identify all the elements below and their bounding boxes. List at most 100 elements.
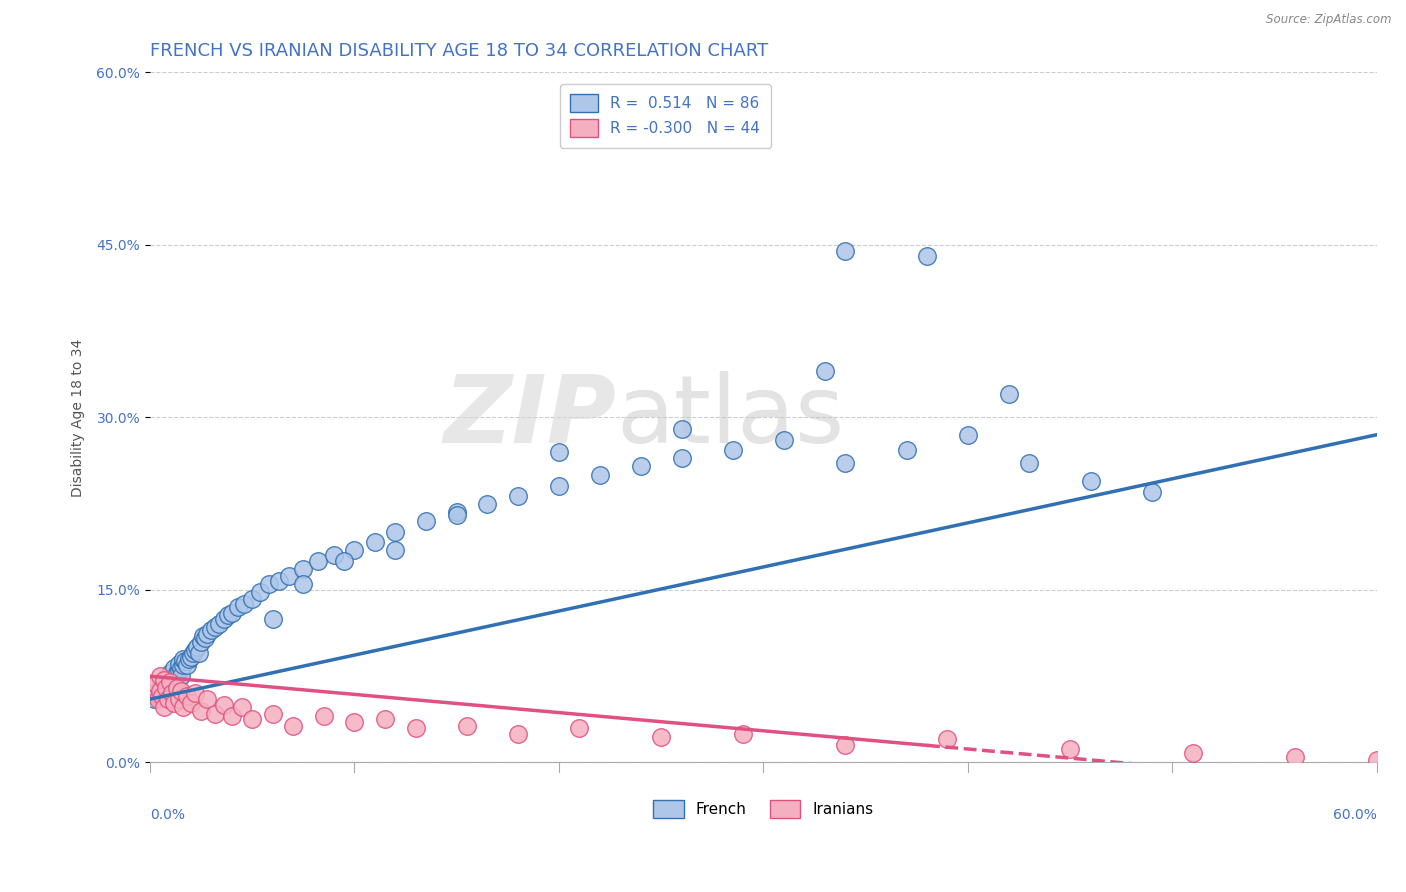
Point	[146, 692, 169, 706]
Point	[153, 674, 176, 689]
Text: 0.0%: 0.0%	[150, 808, 186, 822]
Point	[181, 646, 204, 660]
Point	[773, 434, 796, 448]
Point	[384, 525, 406, 540]
Point	[262, 707, 284, 722]
Point	[221, 709, 243, 723]
Point	[159, 674, 181, 689]
Point	[163, 696, 186, 710]
Point	[172, 657, 194, 672]
Point	[323, 549, 346, 563]
Point	[1018, 457, 1040, 471]
Point	[157, 683, 180, 698]
Point	[896, 442, 918, 457]
Point	[162, 686, 184, 700]
Point	[231, 700, 253, 714]
Point	[143, 692, 166, 706]
Point	[150, 689, 173, 703]
Point	[405, 721, 427, 735]
Point	[149, 684, 172, 698]
Point	[671, 422, 693, 436]
Point	[155, 673, 177, 687]
Point	[180, 649, 202, 664]
Point	[226, 600, 249, 615]
Point	[1140, 485, 1163, 500]
Point	[267, 574, 290, 588]
Point	[477, 497, 499, 511]
Point	[834, 244, 856, 258]
Point	[191, 629, 214, 643]
Point	[163, 669, 186, 683]
Point	[184, 686, 207, 700]
Point	[195, 626, 218, 640]
Point	[145, 677, 167, 691]
Point	[169, 669, 191, 683]
Point	[384, 542, 406, 557]
Point	[188, 646, 211, 660]
Point	[221, 606, 243, 620]
Point	[364, 534, 387, 549]
Point	[548, 479, 571, 493]
Point	[998, 387, 1021, 401]
Point	[143, 686, 166, 700]
Point	[172, 652, 194, 666]
Point	[159, 665, 181, 680]
Point	[149, 669, 172, 683]
Point	[176, 657, 198, 672]
Point	[169, 684, 191, 698]
Point	[146, 689, 169, 703]
Point	[167, 692, 190, 706]
Point	[956, 427, 979, 442]
Point	[506, 489, 529, 503]
Point	[155, 681, 177, 695]
Point	[150, 677, 173, 691]
Point	[731, 727, 754, 741]
Point	[506, 727, 529, 741]
Point	[200, 623, 222, 637]
Point	[1080, 474, 1102, 488]
Point	[162, 677, 184, 691]
Point	[149, 681, 172, 695]
Point	[415, 514, 437, 528]
Text: atlas: atlas	[616, 371, 845, 464]
Y-axis label: Disability Age 18 to 34: Disability Age 18 to 34	[72, 338, 86, 497]
Point	[814, 364, 837, 378]
Text: ZIP: ZIP	[443, 371, 616, 464]
Point	[159, 674, 181, 689]
Point	[167, 664, 190, 678]
Point	[312, 709, 335, 723]
Point	[166, 681, 188, 695]
Point	[176, 689, 198, 703]
Point	[212, 698, 235, 712]
Point	[177, 652, 200, 666]
Point	[1284, 749, 1306, 764]
Point	[167, 657, 190, 671]
Point	[163, 661, 186, 675]
Legend: French, Iranians: French, Iranians	[647, 794, 880, 824]
Point	[233, 597, 256, 611]
Point	[671, 450, 693, 465]
Point	[333, 554, 356, 568]
Point	[446, 508, 468, 523]
Point	[184, 642, 207, 657]
Point	[240, 712, 263, 726]
Point	[169, 661, 191, 675]
Point	[589, 467, 612, 482]
Point	[446, 505, 468, 519]
Point	[343, 715, 366, 730]
Point	[568, 721, 591, 735]
Point	[456, 718, 478, 732]
Point	[166, 665, 188, 680]
Point	[834, 457, 856, 471]
Point	[150, 686, 173, 700]
Point	[166, 673, 188, 687]
Point	[186, 640, 208, 655]
Point	[281, 718, 304, 732]
Point	[343, 542, 366, 557]
Point	[834, 738, 856, 752]
Point	[262, 612, 284, 626]
Point	[195, 692, 218, 706]
Point	[204, 620, 226, 634]
Point	[145, 686, 167, 700]
Point	[721, 442, 744, 457]
